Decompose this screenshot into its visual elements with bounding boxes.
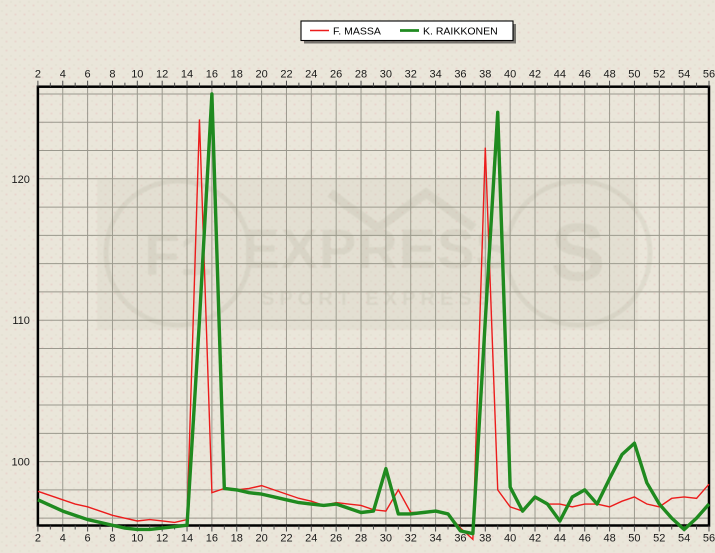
svg-text:28: 28 <box>355 533 367 545</box>
svg-text:34: 34 <box>429 533 441 545</box>
svg-text:6: 6 <box>85 69 91 81</box>
svg-text:42: 42 <box>529 533 541 545</box>
svg-text:40: 40 <box>504 69 516 81</box>
svg-text:SPORT EXPRESS: SPORT EXPRESS <box>261 288 495 310</box>
svg-text:50: 50 <box>628 533 640 545</box>
svg-text:22: 22 <box>280 69 292 81</box>
svg-text:8: 8 <box>109 69 115 81</box>
svg-text:38: 38 <box>479 533 491 545</box>
svg-text:42: 42 <box>529 69 541 81</box>
svg-text:30: 30 <box>380 69 392 81</box>
svg-text:26: 26 <box>330 69 342 81</box>
svg-text:52: 52 <box>653 69 665 81</box>
svg-text:32: 32 <box>405 69 417 81</box>
svg-text:F. MASSA: F. MASSA <box>333 26 381 38</box>
svg-text:50: 50 <box>628 69 640 81</box>
svg-text:10: 10 <box>131 533 143 545</box>
svg-text:2: 2 <box>35 533 41 545</box>
svg-text:48: 48 <box>603 69 615 81</box>
svg-text:36: 36 <box>454 533 466 545</box>
svg-text:20: 20 <box>255 69 267 81</box>
svg-text:20: 20 <box>255 533 267 545</box>
svg-text:26: 26 <box>330 533 342 545</box>
svg-text:12: 12 <box>156 533 168 545</box>
svg-text:16: 16 <box>206 69 218 81</box>
svg-text:2: 2 <box>35 69 41 81</box>
svg-text:120: 120 <box>12 174 30 186</box>
svg-text:4: 4 <box>60 69 66 81</box>
svg-text:14: 14 <box>181 533 193 545</box>
svg-text:46: 46 <box>579 533 591 545</box>
svg-text:10: 10 <box>131 69 143 81</box>
svg-text:24: 24 <box>305 69 317 81</box>
svg-text:44: 44 <box>554 69 566 81</box>
svg-text:24: 24 <box>305 533 317 545</box>
svg-text:32: 32 <box>405 533 417 545</box>
svg-text:6: 6 <box>85 533 91 545</box>
svg-text:30: 30 <box>380 533 392 545</box>
svg-text:40: 40 <box>504 533 516 545</box>
svg-text:12: 12 <box>156 69 168 81</box>
svg-text:8: 8 <box>109 533 115 545</box>
svg-text:56: 56 <box>703 533 715 545</box>
svg-text:28: 28 <box>355 69 367 81</box>
svg-text:4: 4 <box>60 533 66 545</box>
svg-text:46: 46 <box>579 69 591 81</box>
svg-text:16: 16 <box>206 533 218 545</box>
svg-text:56: 56 <box>703 69 715 81</box>
svg-text:52: 52 <box>653 533 665 545</box>
svg-text:54: 54 <box>678 69 690 81</box>
svg-text:110: 110 <box>12 315 30 327</box>
svg-text:36: 36 <box>454 69 466 81</box>
svg-text:18: 18 <box>231 69 243 81</box>
svg-text:44: 44 <box>554 533 566 545</box>
svg-text:54: 54 <box>678 533 690 545</box>
svg-text:22: 22 <box>280 533 292 545</box>
svg-text:34: 34 <box>429 69 441 81</box>
svg-text:K. RAIKKONEN: K. RAIKKONEN <box>423 26 498 38</box>
svg-text:18: 18 <box>231 533 243 545</box>
svg-text:14: 14 <box>181 69 193 81</box>
svg-text:38: 38 <box>479 69 491 81</box>
svg-text:100: 100 <box>12 457 30 469</box>
svg-text:48: 48 <box>603 533 615 545</box>
svg-text:S: S <box>551 207 606 298</box>
